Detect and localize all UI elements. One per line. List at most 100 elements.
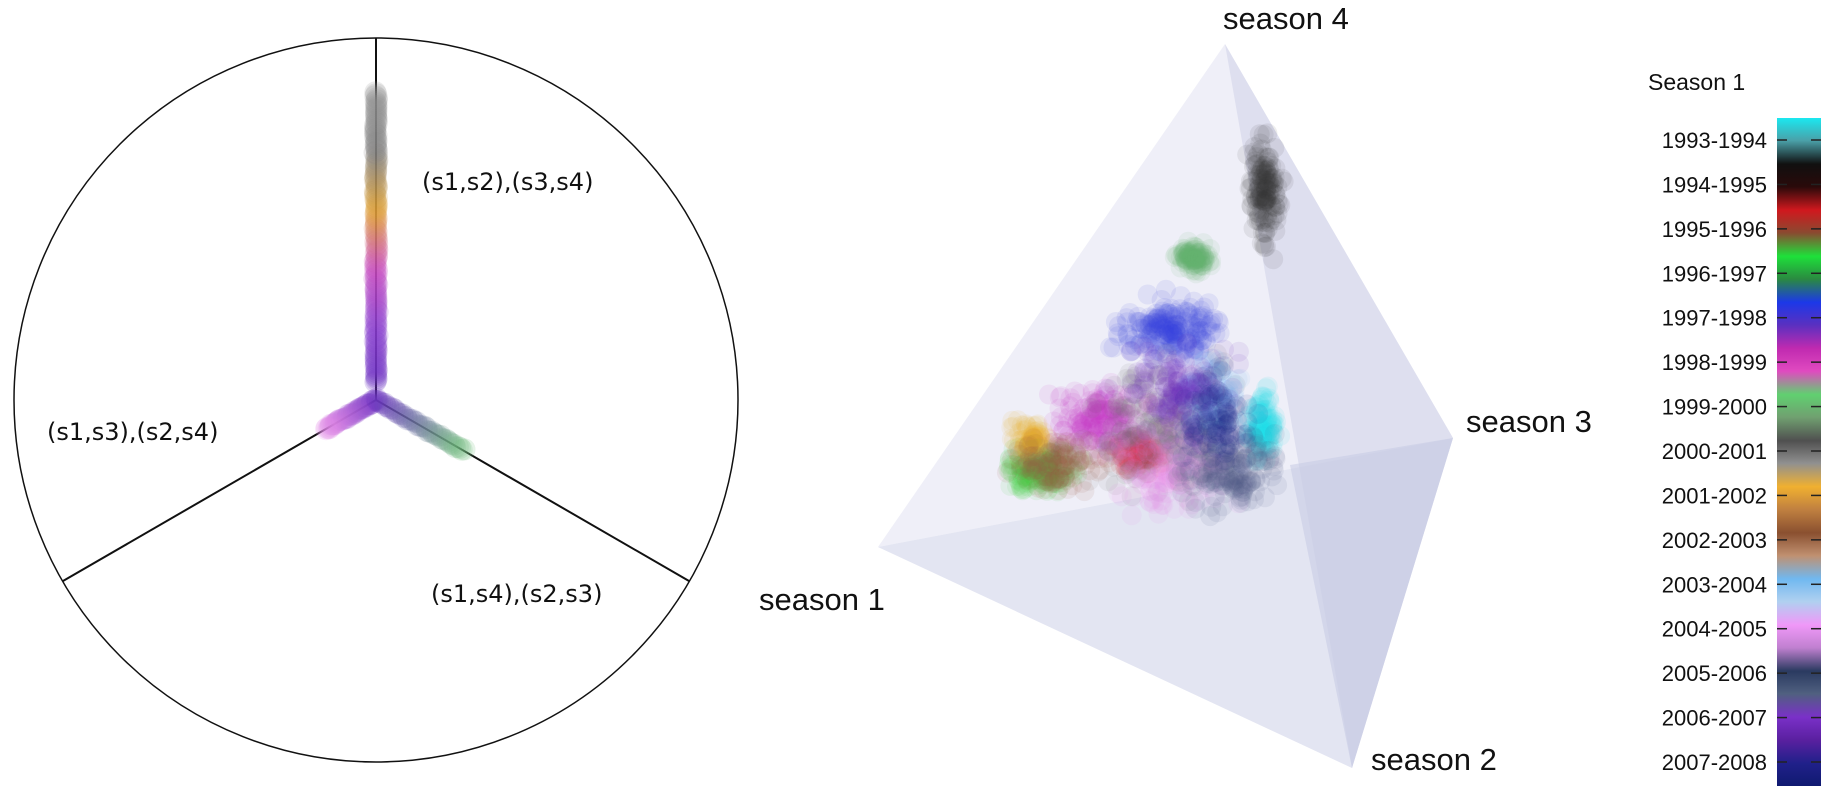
simplex-point — [1009, 423, 1030, 443]
simplex-point — [1131, 318, 1152, 339]
simplex-point — [1087, 398, 1108, 419]
simplex-point — [1132, 432, 1153, 453]
simplex-point — [1114, 420, 1135, 441]
simplex-point — [1195, 329, 1216, 350]
simplex-point — [1014, 438, 1035, 459]
simplex-point — [1190, 321, 1211, 341]
simplex-point — [1117, 324, 1138, 345]
simplex-point — [1138, 427, 1159, 448]
simplex-point — [1270, 425, 1291, 446]
simplex-point — [1250, 438, 1271, 459]
simplex-point — [1123, 468, 1144, 488]
simplex-point — [1166, 335, 1187, 355]
simplex-point — [1185, 243, 1206, 264]
simplex-point — [1168, 466, 1189, 487]
simplex-point — [1241, 195, 1262, 216]
simplex-point — [1139, 445, 1160, 466]
simplex-point — [1021, 435, 1042, 456]
simplex-point — [1067, 455, 1088, 476]
simplex-point — [1187, 389, 1208, 410]
simplex-point — [1059, 442, 1080, 463]
simplex-point — [1056, 455, 1077, 476]
simplex-point — [1248, 450, 1269, 471]
simplex-point — [1204, 390, 1224, 410]
simplex-point — [1199, 443, 1220, 464]
simplex-point — [1142, 446, 1163, 467]
simplex-point — [1162, 334, 1183, 355]
simplex-point — [1048, 455, 1069, 476]
radial-point — [366, 324, 389, 347]
simplex-point — [1179, 321, 1200, 342]
simplex-point — [1252, 439, 1273, 460]
simplex-point — [1206, 428, 1227, 449]
simplex-point — [1111, 444, 1132, 465]
simplex-point — [1231, 461, 1252, 482]
simplex-point — [1106, 413, 1127, 433]
simplex-point — [1257, 399, 1278, 420]
simplex-point — [1010, 474, 1031, 495]
simplex-point — [1164, 434, 1185, 455]
simplex-point — [1135, 314, 1156, 335]
simplex-point — [1027, 432, 1048, 453]
simplex-point — [1167, 469, 1188, 490]
simplex-point — [1086, 400, 1107, 421]
simplex-point — [1116, 429, 1137, 450]
simplex-point — [1026, 428, 1047, 449]
simplex-point — [1251, 190, 1272, 211]
simplex-point — [1004, 455, 1024, 476]
simplex-point — [1218, 426, 1239, 447]
simplex-point — [1201, 359, 1222, 380]
simplex-point — [1155, 279, 1176, 300]
simplex-point — [1079, 445, 1100, 465]
radial-point — [342, 402, 365, 425]
simplex-point — [1254, 222, 1275, 243]
simplex-point — [1170, 400, 1191, 421]
simplex-point — [1161, 320, 1182, 341]
simplex-point — [1157, 416, 1177, 437]
simplex-point — [1158, 392, 1179, 413]
simplex-point — [1179, 413, 1200, 434]
simplex-point — [1118, 452, 1139, 473]
simplex-point — [1022, 457, 1043, 478]
radial-point — [352, 395, 375, 418]
simplex-point — [1145, 317, 1165, 338]
simplex-point — [1024, 459, 1045, 480]
radial-point — [364, 277, 387, 300]
simplex-point — [1138, 393, 1159, 414]
simplex-point — [1194, 404, 1215, 425]
simplex-point — [1027, 462, 1048, 483]
simplex-point — [1256, 189, 1277, 210]
simplex-point — [1047, 481, 1068, 502]
radial-point — [450, 438, 473, 461]
simplex-point — [1138, 440, 1159, 461]
simplex-point — [1028, 438, 1049, 459]
colorbar-tick-label: 1999-2000 — [1662, 395, 1767, 420]
simplex-point — [1043, 463, 1064, 484]
simplex-point — [1216, 396, 1236, 417]
simplex-point — [1039, 460, 1060, 481]
simplex-point — [1163, 327, 1184, 348]
simplex-point — [1084, 405, 1105, 426]
simplex-point — [1173, 242, 1194, 263]
radial-point — [364, 166, 387, 189]
simplex-point — [1054, 434, 1075, 455]
simplex-point — [1126, 425, 1147, 446]
simplex-point — [1030, 458, 1051, 479]
simplex-point — [1034, 450, 1055, 471]
radial-point — [378, 397, 401, 420]
simplex-point — [1154, 428, 1175, 448]
simplex-point — [1224, 443, 1245, 464]
radial-point — [365, 236, 388, 259]
simplex-point — [1162, 337, 1183, 358]
simplex-point — [1172, 252, 1193, 273]
simplex-point — [1013, 458, 1034, 479]
simplex-point — [1256, 179, 1276, 200]
radial-point — [365, 178, 388, 201]
simplex-point — [1157, 453, 1178, 474]
simplex-point — [1022, 432, 1043, 452]
simplex-point — [1116, 308, 1137, 329]
simplex-point — [1186, 253, 1207, 274]
simplex-point — [1111, 385, 1132, 406]
simplex-point — [1035, 432, 1056, 453]
simplex-point — [1028, 434, 1049, 454]
